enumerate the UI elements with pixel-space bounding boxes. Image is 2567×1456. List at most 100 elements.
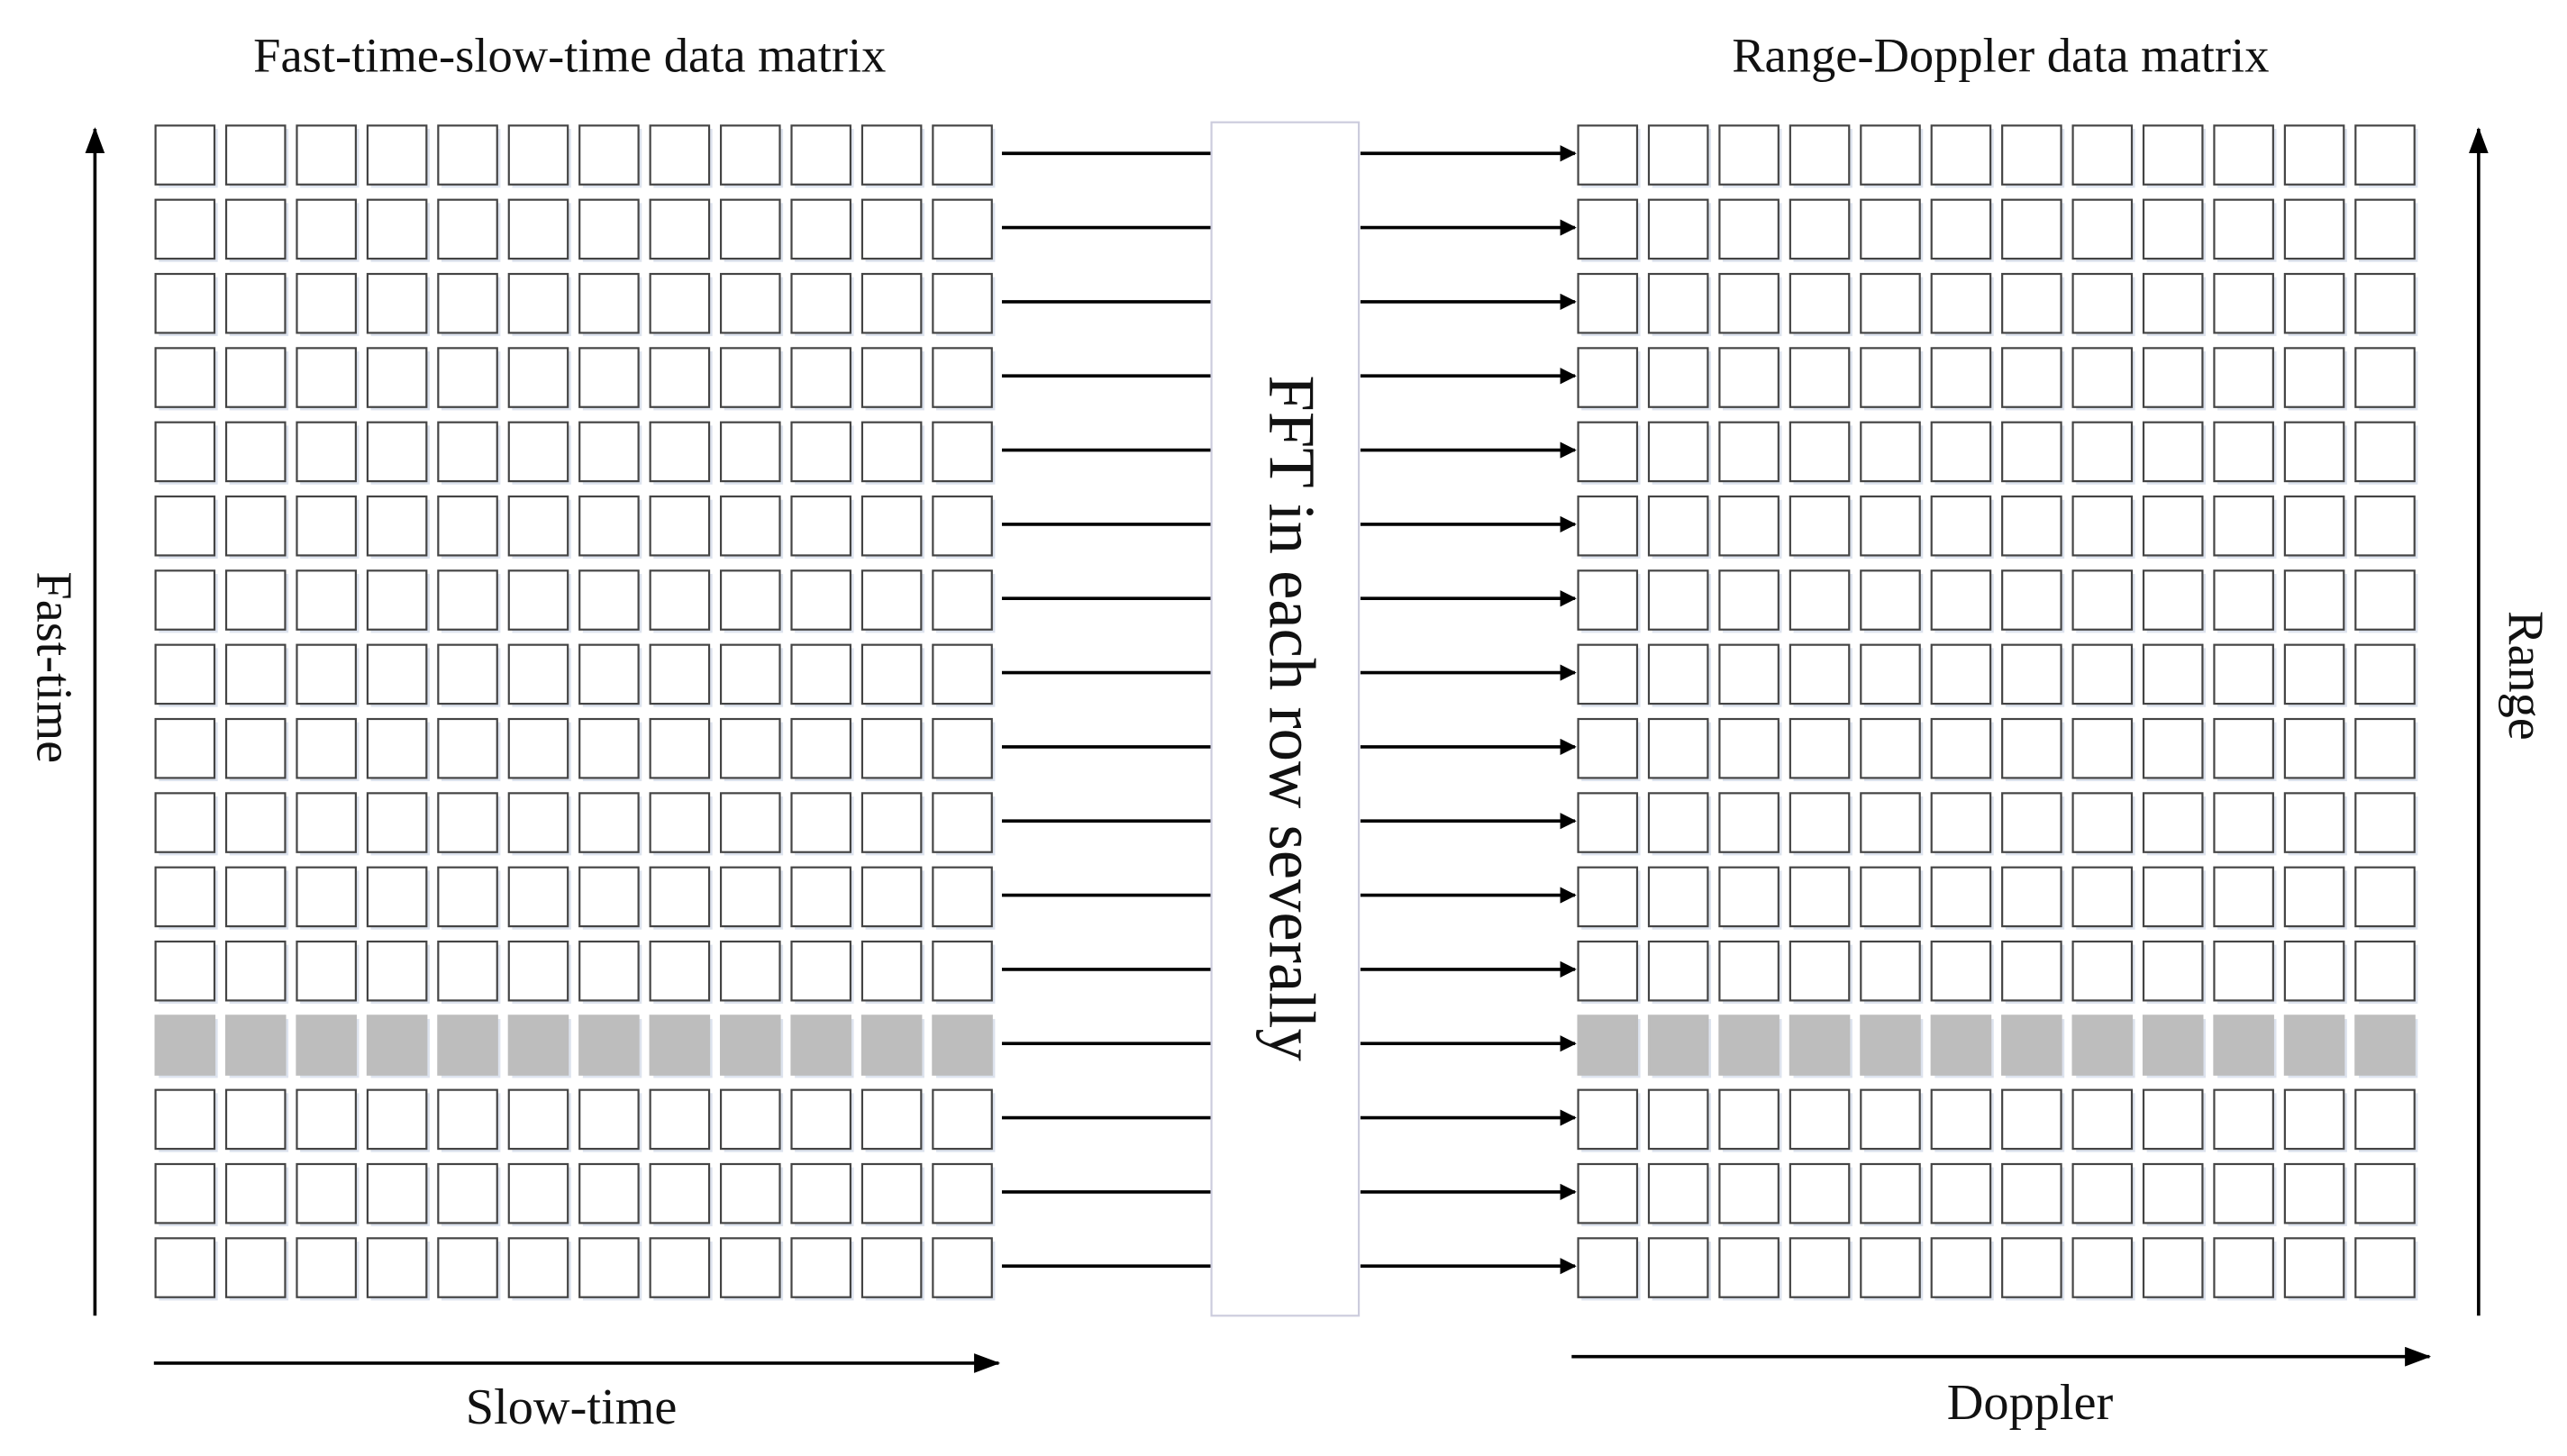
cell	[224, 569, 287, 631]
cell	[224, 866, 287, 928]
cell	[1860, 866, 1921, 928]
cell	[1789, 347, 1851, 408]
cell	[860, 272, 923, 334]
cell	[2001, 717, 2062, 779]
cell	[2142, 495, 2204, 557]
cell	[578, 272, 640, 334]
cell	[2283, 569, 2345, 631]
cell	[1930, 198, 1992, 260]
cell	[154, 569, 216, 631]
cell	[296, 272, 357, 334]
cell	[2283, 495, 2345, 557]
cell	[719, 792, 781, 853]
cell	[2142, 643, 2204, 705]
cell	[366, 421, 428, 483]
cell	[932, 495, 993, 557]
cell	[2213, 1015, 2274, 1076]
cell	[224, 198, 287, 260]
cell	[2071, 866, 2134, 928]
cell	[649, 272, 711, 334]
cell	[2283, 1237, 2345, 1298]
cell	[507, 272, 569, 334]
cell	[296, 866, 357, 928]
cell	[860, 1237, 923, 1298]
cell	[860, 421, 923, 483]
cell	[2001, 495, 2062, 557]
cell	[578, 1237, 640, 1298]
cell	[649, 792, 711, 853]
cell	[507, 347, 569, 408]
cell	[1577, 1162, 1639, 1224]
cell	[649, 866, 711, 928]
cell	[2354, 940, 2416, 1002]
cell	[154, 717, 216, 779]
cell	[507, 569, 569, 631]
fft-label: FFT in each row severally	[1256, 375, 1329, 1061]
cell	[437, 495, 498, 557]
cell	[932, 569, 993, 631]
cell	[1718, 347, 1780, 408]
cell	[437, 940, 498, 1002]
cell	[1577, 792, 1639, 853]
cell	[154, 792, 216, 853]
cell	[2213, 198, 2274, 260]
cell	[2001, 124, 2062, 186]
cell	[719, 124, 781, 186]
cell	[578, 1088, 640, 1151]
cell	[2071, 569, 2134, 631]
cell	[296, 347, 357, 408]
cell	[154, 421, 216, 483]
cell	[2071, 792, 2134, 853]
cell	[366, 569, 428, 631]
cell	[1718, 1088, 1780, 1151]
cell	[578, 792, 640, 853]
cell	[932, 124, 993, 186]
cell	[790, 1088, 852, 1151]
cell	[2142, 1237, 2204, 1298]
cell	[1718, 421, 1780, 483]
cell	[860, 643, 923, 705]
cell	[154, 866, 216, 928]
cell	[1789, 495, 1851, 557]
cell	[1718, 940, 1780, 1002]
cell	[437, 1237, 498, 1298]
cell	[2142, 866, 2204, 928]
cell	[578, 124, 640, 186]
cell	[1860, 198, 1921, 260]
cell	[154, 1088, 216, 1151]
cell	[2071, 717, 2134, 779]
cell	[2001, 940, 2062, 1002]
cell	[154, 495, 216, 557]
cell	[1577, 1015, 1639, 1076]
cell	[437, 569, 498, 631]
cell	[507, 866, 569, 928]
cell	[1860, 124, 1921, 186]
cell	[296, 569, 357, 631]
cell	[1647, 347, 1709, 408]
cell	[2354, 347, 2416, 408]
cell	[1930, 1162, 1992, 1224]
row-arrows	[1001, 145, 1577, 1275]
cell	[1577, 1237, 1639, 1298]
cell	[719, 569, 781, 631]
cell	[932, 272, 993, 334]
cell	[932, 717, 993, 779]
cell	[2283, 940, 2345, 1002]
cell	[2142, 1088, 2204, 1151]
cell	[649, 1015, 711, 1076]
cell	[719, 198, 781, 260]
cell	[1789, 643, 1851, 705]
cell	[2001, 198, 2062, 260]
cell	[1860, 1162, 1921, 1224]
cell	[437, 1088, 498, 1151]
cell	[437, 347, 498, 408]
cell	[2142, 717, 2204, 779]
cell	[2213, 421, 2274, 483]
cell	[790, 272, 852, 334]
cell	[2213, 792, 2274, 853]
cell	[2354, 569, 2416, 631]
cell	[2142, 1015, 2204, 1076]
cell	[2001, 866, 2062, 928]
cell	[860, 940, 923, 1002]
